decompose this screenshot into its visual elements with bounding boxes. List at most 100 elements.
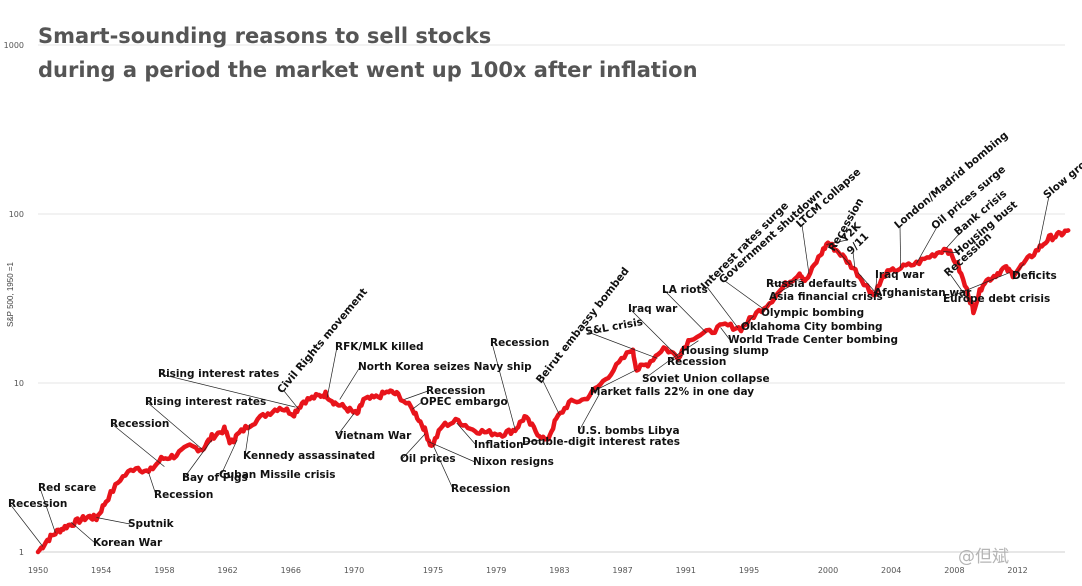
annotation-leader: [70, 521, 96, 544]
annotation-label: LA riots: [662, 284, 708, 296]
annotation-label: Olympic bombing: [761, 307, 864, 319]
annotation-leader: [724, 280, 764, 310]
annotation-label: Bay of Pigs: [182, 472, 248, 484]
annotation-leader: [762, 302, 770, 314]
annotation-leader: [643, 348, 687, 380]
annotation-label: OPEC embargo: [420, 396, 508, 408]
annotation-label: Oil prices: [400, 453, 456, 465]
annotation-leader: [578, 394, 600, 432]
x-tick-label: 1979: [486, 566, 506, 575]
annotation-leader: [720, 327, 731, 341]
x-tick-label: 1975: [423, 566, 443, 575]
annotation-label: Russia defaults: [766, 278, 857, 290]
annotation-leader: [432, 444, 454, 490]
annotation-leader: [542, 380, 560, 415]
annotation-label: Inflation: [474, 439, 524, 451]
y-axis-label: S&P 500, 1950 =1: [6, 261, 16, 328]
annotation-leader: [148, 472, 157, 496]
annotation-label: Iraq war: [628, 303, 678, 315]
annotation-labels: Recession Red scare Korean War Sputnik Reces…: [8, 129, 1082, 549]
x-tick-label: 1950: [28, 566, 48, 575]
annotation-leader: [244, 424, 251, 457]
annotation-leader: [857, 272, 877, 294]
annotation-label: Slow growth: [1041, 145, 1082, 202]
annotation-label: Housing slump: [681, 345, 769, 357]
annotation-label: Sputnik: [128, 518, 175, 530]
annotation-label: Recession: [451, 483, 510, 495]
x-tick-label: 1987: [612, 566, 632, 575]
x-tick-label: 1962: [217, 566, 237, 575]
annotation-label: Red scare: [38, 482, 96, 494]
y-axis-ticks: 1 10 100 1000: [4, 41, 24, 557]
x-tick-label: 2004: [881, 566, 901, 575]
annotation-leader: [629, 308, 679, 357]
annotation-leader: [943, 251, 961, 254]
annotation-leader: [801, 224, 810, 275]
annotation-leader: [682, 340, 699, 352]
annotation-leader: [916, 226, 938, 264]
x-tick-label: 1983: [549, 566, 569, 575]
annotation-label: Recession: [8, 498, 67, 510]
annotation-label: Rising interest rates: [158, 368, 279, 380]
annotation-label: Rising interest rates: [145, 396, 266, 408]
y-tick-label: 100: [9, 210, 24, 219]
annotation-label: Recession: [154, 489, 213, 501]
x-tick-label: 2000: [818, 566, 838, 575]
x-tick-label: 2012: [1007, 566, 1027, 575]
annotation-label: Vietnam War: [335, 430, 412, 442]
annotation-leader: [401, 433, 426, 460]
annotation-label: Afghanistan war: [874, 287, 972, 299]
x-axis-ticks: 1950 1954 1958 1962 1966 1970 1975 1979 1983 1987…: [28, 551, 1065, 575]
annotation-leader: [456, 422, 477, 446]
annotation-leader: [336, 413, 355, 437]
annotation-label: Market falls 22% in one day: [590, 386, 754, 398]
annotation-leader: [220, 439, 238, 476]
annotation-leader: [852, 251, 856, 268]
annotation-label: World Trade Center bombing: [728, 334, 898, 346]
annotation-label: U.S. bombs Libya: [577, 425, 680, 437]
annotation-label: Kennedy assassinated: [243, 450, 375, 462]
annotation-leader: [899, 225, 902, 268]
annotation-label: North Korea seizes Navy ship: [358, 361, 532, 373]
annotation-leaders: [9, 195, 1050, 547]
annotation-leader: [404, 390, 429, 400]
annotation-leader: [523, 439, 544, 443]
chart-subtitle: during a period the market went up 100x …: [38, 58, 698, 82]
annotation-label: Nixon resigns: [473, 456, 554, 468]
annotation-leader: [9, 503, 44, 547]
annotation-leader: [183, 439, 213, 479]
annotation-leader: [835, 248, 851, 266]
annotation-leader: [770, 286, 789, 298]
annotation-leader: [706, 286, 739, 329]
annotation-label: Oklahoma City bombing: [741, 321, 883, 333]
annotation-leader: [1037, 195, 1050, 250]
series-line-sp500: [35, 228, 1071, 555]
annotation-label: Deficits: [1012, 270, 1057, 282]
annotation-leader: [767, 279, 803, 285]
annotation-leader: [875, 274, 878, 294]
annotation-leader: [111, 423, 165, 467]
annotation-leader: [663, 289, 707, 334]
annotation-leader: [949, 273, 971, 303]
x-tick-label: 1970: [344, 566, 364, 575]
annotation-leader: [591, 369, 637, 393]
annotation-leader: [826, 239, 848, 245]
annotation-leader: [428, 441, 476, 463]
annotation-leader: [946, 232, 961, 249]
watermark: @但斌: [958, 547, 1009, 567]
annotation-leader: [587, 331, 658, 359]
annotation-label: Double-digit interest rates: [522, 436, 680, 448]
annotation-leader: [491, 342, 516, 430]
annotation-leader: [96, 517, 131, 525]
annotation-leader: [742, 315, 754, 328]
annotation-label: RFK/MLK killed: [335, 341, 424, 353]
annotation-leader: [326, 346, 338, 398]
annotation-label: Recession: [490, 337, 549, 349]
x-tick-label: 1991: [676, 566, 696, 575]
x-tick-label: 2008: [944, 566, 964, 575]
chart-title: Smart-sounding reasons to sell stocks: [38, 24, 492, 48]
annotation-label: Recession: [667, 356, 726, 368]
y-tick-label: 1000: [4, 41, 24, 50]
annotation-label: Recession: [426, 385, 485, 397]
